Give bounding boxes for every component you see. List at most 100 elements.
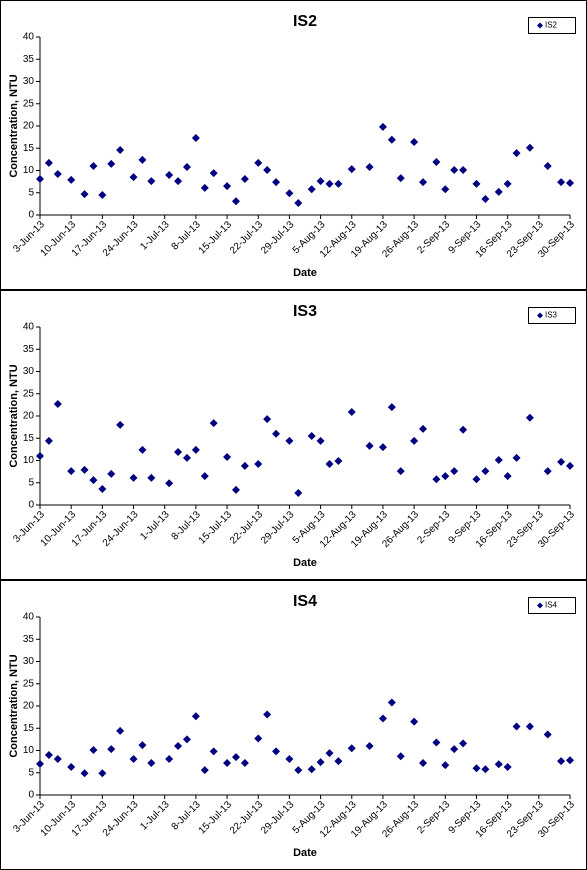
- legend-marker: [537, 602, 543, 609]
- data-point: [240, 174, 249, 183]
- data-point: [174, 448, 183, 457]
- data-point: [294, 198, 303, 207]
- data-point: [182, 735, 191, 744]
- y-tick-label: 40: [23, 32, 35, 43]
- data-point: [294, 766, 303, 775]
- data-point: [432, 158, 441, 167]
- data-point: [294, 488, 303, 497]
- data-point: [387, 698, 396, 707]
- legend-box: [528, 597, 576, 614]
- data-point: [240, 758, 249, 767]
- data-point: [503, 179, 512, 188]
- data-point: [325, 179, 334, 188]
- y-tick-label: 15: [23, 723, 35, 734]
- y-axis-label: Concentration, NTU: [8, 364, 20, 467]
- data-point: [67, 762, 76, 771]
- data-point: [53, 399, 62, 408]
- legend-marker: [537, 22, 543, 29]
- data-point: [378, 122, 387, 131]
- data-point: [182, 162, 191, 171]
- y-tick-label: 15: [23, 433, 35, 444]
- data-point: [165, 170, 174, 179]
- data-point: [67, 175, 76, 184]
- data-point: [557, 178, 566, 187]
- legend-label: IS3: [545, 311, 558, 320]
- data-point: [80, 769, 89, 778]
- data-point: [240, 461, 249, 470]
- x-axis-label: Date: [293, 267, 317, 279]
- data-point: [543, 730, 552, 739]
- data-point: [557, 757, 566, 766]
- data-point: [107, 745, 116, 754]
- data-point: [307, 185, 316, 194]
- y-axis-label: Concentration, NTU: [8, 74, 20, 177]
- data-point: [107, 159, 116, 168]
- data-point: [200, 183, 209, 192]
- data-point: [231, 485, 240, 494]
- data-point: [543, 162, 552, 171]
- y-tick-label: 0: [28, 790, 34, 801]
- data-point: [410, 138, 419, 147]
- data-point: [223, 452, 232, 461]
- y-tick-label: 40: [23, 322, 35, 333]
- data-point: [223, 182, 232, 191]
- data-point: [512, 722, 521, 731]
- data-point: [263, 415, 272, 424]
- data-point: [566, 461, 574, 470]
- data-point: [107, 469, 116, 478]
- data-point: [53, 170, 62, 179]
- data-point: [285, 189, 294, 198]
- data-point: [36, 452, 44, 461]
- data-point: [441, 472, 450, 481]
- data-point: [365, 162, 374, 171]
- data-point: [223, 758, 232, 767]
- data-point: [481, 194, 490, 203]
- data-point: [231, 197, 240, 206]
- data-point: [272, 178, 281, 187]
- y-tick-label: 25: [23, 98, 35, 109]
- data-point: [165, 754, 174, 763]
- data-point: [316, 177, 325, 186]
- data-point: [396, 467, 405, 476]
- y-tick-label: 35: [23, 54, 35, 65]
- data-point: [472, 475, 481, 484]
- data-point: [98, 190, 107, 199]
- data-point: [347, 744, 356, 753]
- data-point: [557, 457, 566, 466]
- y-tick-label: 35: [23, 344, 35, 355]
- data-point: [129, 473, 138, 482]
- y-axis-label: Concentration, NTU: [8, 654, 20, 757]
- data-point: [378, 714, 387, 723]
- y-tick-label: 30: [23, 366, 35, 377]
- data-point: [432, 738, 441, 747]
- data-point: [272, 747, 281, 756]
- data-point: [334, 179, 343, 188]
- y-tick-label: 5: [28, 187, 34, 198]
- data-point: [512, 453, 521, 462]
- legend-label: IS2: [545, 21, 558, 30]
- panel-border: [0, 290, 587, 580]
- data-point: [459, 425, 468, 434]
- data-point: [89, 162, 98, 171]
- data-point: [44, 436, 53, 445]
- data-point: [200, 472, 209, 481]
- data-point: [503, 762, 512, 771]
- data-point: [450, 467, 459, 476]
- y-tick-label: 0: [28, 210, 34, 221]
- y-tick-label: 0: [28, 500, 34, 511]
- data-point: [396, 174, 405, 183]
- y-tick-label: 15: [23, 143, 35, 154]
- data-point: [254, 734, 263, 743]
- data-point: [459, 166, 468, 175]
- data-point: [503, 472, 512, 481]
- data-point: [450, 166, 459, 175]
- y-tick-label: 20: [23, 121, 35, 132]
- data-point: [525, 413, 534, 422]
- data-point: [441, 761, 450, 770]
- data-point: [36, 759, 44, 768]
- data-point: [138, 741, 147, 750]
- data-point: [347, 407, 356, 416]
- data-point: [441, 185, 450, 194]
- data-point: [307, 765, 316, 774]
- data-point: [209, 169, 218, 178]
